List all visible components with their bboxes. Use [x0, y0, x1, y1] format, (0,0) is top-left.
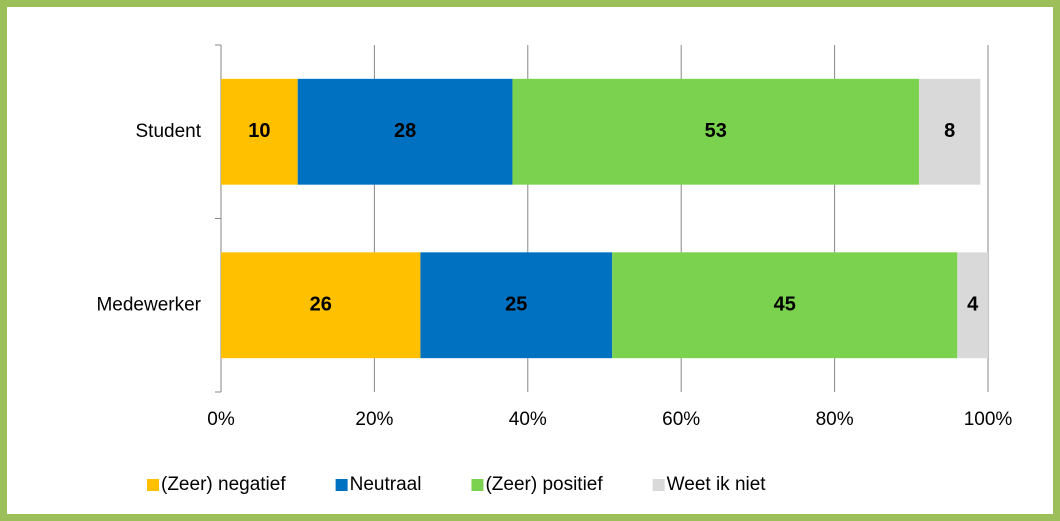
chart: 0% 20% 40% 60% 80% 100% Student 10 28 53 8 Medewerk… — [96, 44, 1013, 495]
legend-label: Weet ik niet — [667, 474, 767, 495]
bar-segment — [512, 78, 919, 185]
data-label: 10 — [248, 120, 270, 142]
legend-swatch — [471, 479, 484, 491]
bar-segment — [420, 252, 613, 359]
x-tick-label: 80% — [816, 409, 854, 430]
x-tick-label: 40% — [509, 409, 547, 430]
x-tick-label: 0% — [207, 409, 235, 430]
bar-segment — [612, 252, 958, 359]
y-tick-label: Student — [136, 121, 202, 142]
legend-swatch — [335, 479, 348, 491]
bar-segment — [221, 78, 298, 185]
legend-swatch — [147, 479, 159, 491]
bar-segment — [957, 252, 988, 359]
data-label: 26 — [310, 294, 332, 316]
data-label: 25 — [505, 294, 527, 316]
data-label: 53 — [705, 120, 727, 142]
data-label: 28 — [394, 120, 416, 142]
legend-label: (Zeer) positief — [485, 474, 603, 495]
bar-segment — [918, 78, 981, 185]
bar-segment — [297, 78, 513, 185]
data-label: 8 — [944, 120, 955, 142]
x-tick-label: 60% — [662, 409, 700, 430]
data-label: 4 — [967, 294, 979, 316]
data-label: 45 — [774, 294, 796, 316]
y-tick-label: Medewerker — [96, 294, 201, 315]
x-tick-label: 100% — [964, 409, 1013, 430]
legend-label: (Zeer) negatief — [161, 474, 286, 495]
legend-label: Neutraal — [350, 474, 422, 495]
legend-swatch — [652, 479, 665, 491]
x-tick-label: 20% — [355, 409, 393, 430]
bar-segment — [221, 252, 421, 359]
